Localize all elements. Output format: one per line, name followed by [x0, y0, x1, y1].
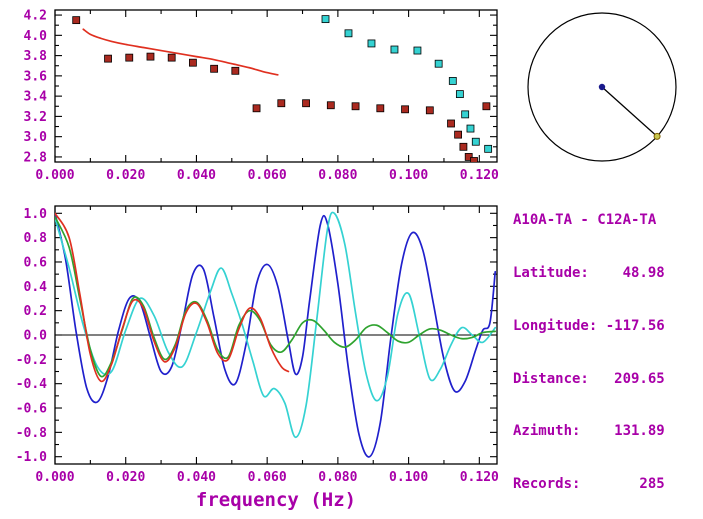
x-tick-label: 0.120	[460, 168, 499, 183]
x-tick-label: 0.020	[106, 168, 145, 183]
phase-velocity-picks-series	[321, 15, 493, 153]
x-tick-label: 0.040	[177, 168, 216, 183]
y-tick-label: -0.4	[16, 377, 47, 392]
x-tick-label: 0.080	[318, 168, 357, 183]
y-tick-label: 3.2	[24, 110, 47, 125]
station-info-line: Records: 285	[513, 476, 665, 493]
y-tick-label: 2.8	[24, 150, 48, 165]
y-tick-label: 3.4	[24, 90, 48, 105]
great-circle-outline	[527, 12, 677, 162]
x-tick-label: 0.100	[389, 470, 428, 485]
x-tick-label: 0.100	[389, 168, 428, 183]
dispersion-series-area	[72, 15, 493, 162]
remote-station-marker	[653, 132, 661, 140]
spectra-plot[interactable]: 0.000 0.020 0.040 0.060 0.080 0.100 0.120 -1.0 -…	[0, 192, 510, 519]
y-tick-label: 0.4	[24, 280, 48, 295]
azimuth-line	[601, 86, 658, 137]
station-info-line: Distance: 209.65	[513, 370, 665, 387]
x-tick-label: 0.080	[318, 470, 357, 485]
y-tick-label: -0.8	[16, 426, 47, 441]
station-pair-title: A10A-TA - C12A-TA	[513, 212, 657, 229]
y-tick-label: 3.0	[24, 130, 48, 145]
dispersion-plot[interactable]: 0.000 0.020 0.040 0.060 0.080 0.100 0.120 2.8 3.…	[0, 0, 510, 192]
station-info-line: Latitude: 48.98	[513, 264, 665, 281]
group-velocity-picks-series	[72, 16, 491, 162]
spectra-tick-labels: 0.000 0.020 0.040 0.060 0.080 0.100 0.120 -1.0 -…	[16, 207, 499, 485]
y-tick-label: 4.2	[24, 9, 47, 24]
y-tick-label: 4.0	[24, 29, 48, 44]
trace-cyan-series	[55, 211, 497, 439]
dispersion-axis-box	[54, 9, 498, 163]
x-axis-label: frequency (Hz)	[196, 489, 356, 511]
spectra-series-area	[55, 211, 497, 458]
x-tick-label: 0.060	[248, 168, 287, 183]
y-tick-label: 0.6	[24, 255, 48, 270]
y-tick-label: 0.0	[24, 329, 48, 344]
reference-velocity-curve-series	[82, 28, 279, 76]
center-station-dot	[598, 83, 606, 91]
y-tick-label: 0.8	[24, 231, 48, 246]
x-tick-label: 0.020	[106, 470, 145, 485]
y-tick-label: 3.8	[24, 49, 48, 64]
x-tick-label: 0.000	[35, 470, 74, 485]
y-tick-label: 3.6	[24, 69, 48, 84]
dispersion-ticks	[54, 10, 497, 162]
trace-red-series	[55, 212, 290, 383]
y-tick-label: -0.2	[16, 353, 47, 368]
x-tick-label: 0.000	[35, 168, 74, 183]
y-tick-label: -0.6	[16, 402, 47, 417]
station-info-line: Longitude: -117.56	[513, 317, 665, 334]
dispersion-tick-labels: 0.000 0.020 0.040 0.060 0.080 0.100 0.120 2.8 3.…	[24, 9, 500, 183]
station-info-line: Azimuth: 131.89	[513, 423, 665, 440]
x-tick-label: 0.060	[248, 470, 287, 485]
y-tick-label: -1.0	[16, 450, 47, 465]
y-tick-label: 1.0	[24, 207, 48, 222]
trace-blue-series	[55, 212, 497, 458]
station-info: A10A-TA - C12A-TA Latitude: 48.98 Longit…	[513, 177, 665, 519]
x-tick-label: 0.040	[177, 470, 216, 485]
azimuth-map	[527, 12, 677, 162]
trace-green-series	[55, 216, 497, 378]
x-tick-label: 0.120	[460, 470, 499, 485]
y-tick-label: 0.2	[24, 304, 47, 319]
